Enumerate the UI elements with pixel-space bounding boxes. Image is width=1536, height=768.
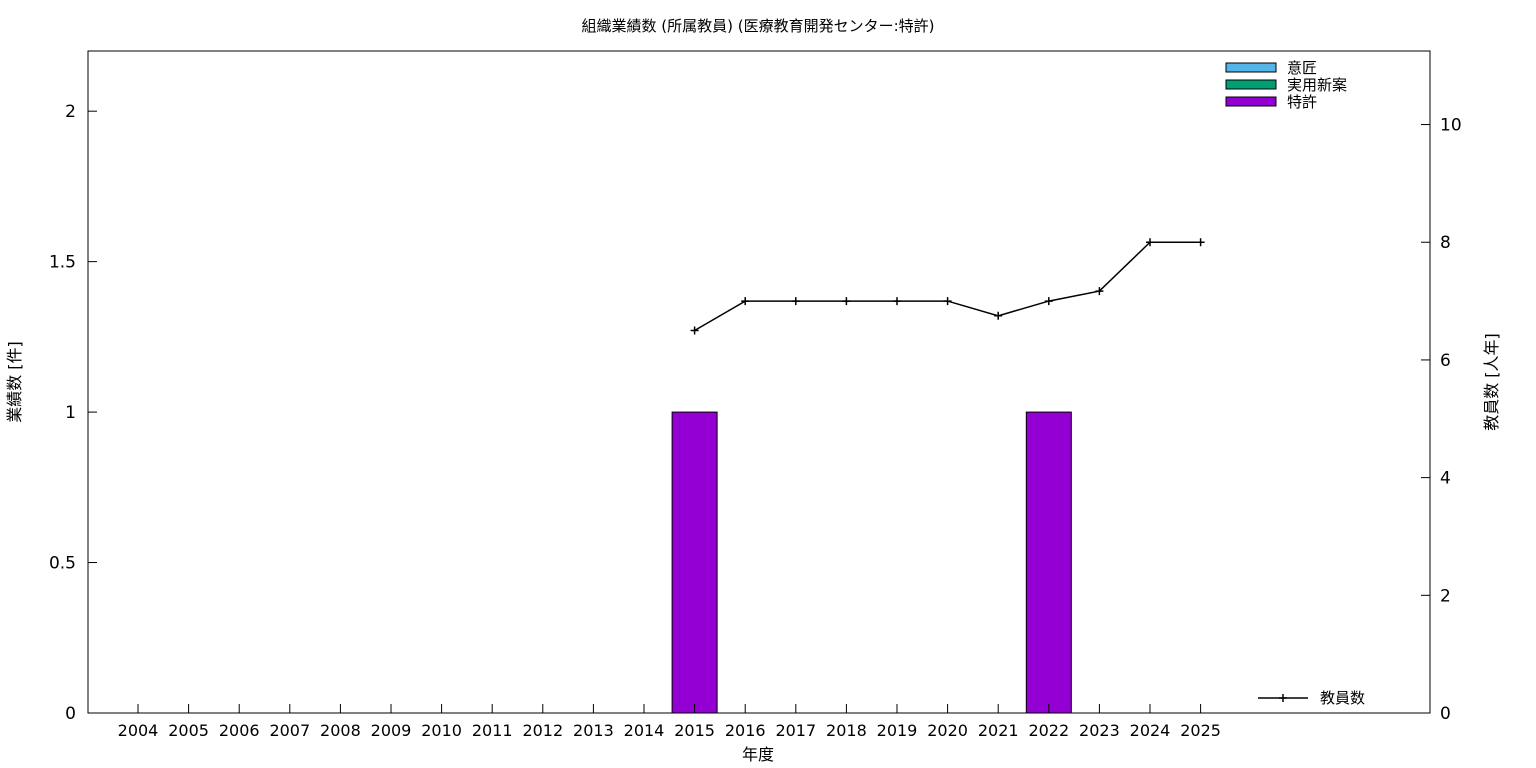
x-tick-label: 2009 [371, 721, 412, 740]
x-tick-label: 2014 [624, 721, 665, 740]
series-point [943, 297, 952, 306]
legend-line-marker [1279, 694, 1287, 702]
x-tick-label: 2020 [927, 721, 968, 740]
series-point [1095, 287, 1104, 296]
x-tick-label: 2019 [877, 721, 918, 740]
x-tick-label: 2024 [1130, 721, 1171, 740]
y-tick-label: 1.5 [49, 253, 76, 273]
series-point [1196, 238, 1205, 247]
legend-swatch [1225, 62, 1277, 73]
y-tick-label: 2 [65, 102, 76, 122]
legend-swatch [1225, 96, 1277, 107]
y2-tick-label: 8 [1440, 233, 1451, 253]
series-point [1146, 238, 1154, 247]
x-tick-label: 2025 [1180, 721, 1221, 740]
y-tick-label: 0.5 [49, 554, 76, 574]
series-line-teachers [694, 241, 1201, 332]
legend-label: 意匠 [1287, 59, 1317, 77]
series-point [842, 297, 851, 306]
series-point [1044, 297, 1053, 306]
y2-tick-label: 10 [1440, 116, 1462, 136]
x-tick-label: 2007 [269, 721, 310, 740]
x-tick-label: 2016 [725, 721, 766, 740]
x-axis-label: 年度 [742, 745, 774, 764]
line-layer [690, 238, 1205, 335]
x-tick-label: 2005 [168, 721, 209, 740]
series-point [994, 311, 1003, 320]
y-tick-label: 1 [65, 403, 76, 423]
x-tick-label: 2023 [1079, 721, 1120, 740]
y2-tick-label: 4 [1440, 469, 1451, 489]
series-point [741, 297, 750, 306]
legend-label: 教員数 [1320, 689, 1365, 707]
y-axis-label: 業績数 [件] [5, 341, 24, 423]
bar-2015 [671, 411, 718, 714]
y2-axis-label: 教員数 [人年] [1482, 333, 1501, 431]
legend-label: 実用新案 [1287, 76, 1347, 94]
series-point [791, 297, 800, 306]
x-tick-label: 2004 [118, 721, 159, 740]
legend-swatch [1225, 79, 1277, 90]
x-tick-label: 2011 [472, 721, 513, 740]
x-tick-label: 2017 [775, 721, 816, 740]
x-tick-label: 2010 [421, 721, 462, 740]
legend-label: 特許 [1287, 93, 1317, 111]
y2-tick-label: 0 [1440, 704, 1451, 724]
series-point [893, 297, 901, 306]
x-tick-label: 2018 [826, 721, 867, 740]
x-tick-label: 2006 [219, 721, 260, 740]
bar-2022 [1025, 411, 1072, 714]
chart-title: 組織業績数 (所属教員) (医療教育開発センター:特許) [581, 17, 934, 35]
plot-frame [87, 50, 1431, 714]
x-tick-label: 2021 [978, 721, 1019, 740]
x-tick-label: 2015 [674, 721, 715, 740]
series-point [690, 326, 699, 335]
y-tick-label: 0 [65, 704, 76, 724]
bar-layer [671, 411, 1072, 714]
x-tick-label: 2012 [522, 721, 563, 740]
y2-tick-label: 2 [1440, 586, 1451, 606]
x-tick-label: 2008 [320, 721, 361, 740]
y2-tick-label: 6 [1440, 351, 1451, 371]
x-tick-label: 2013 [573, 721, 614, 740]
x-tick-label: 2022 [1028, 721, 1069, 740]
